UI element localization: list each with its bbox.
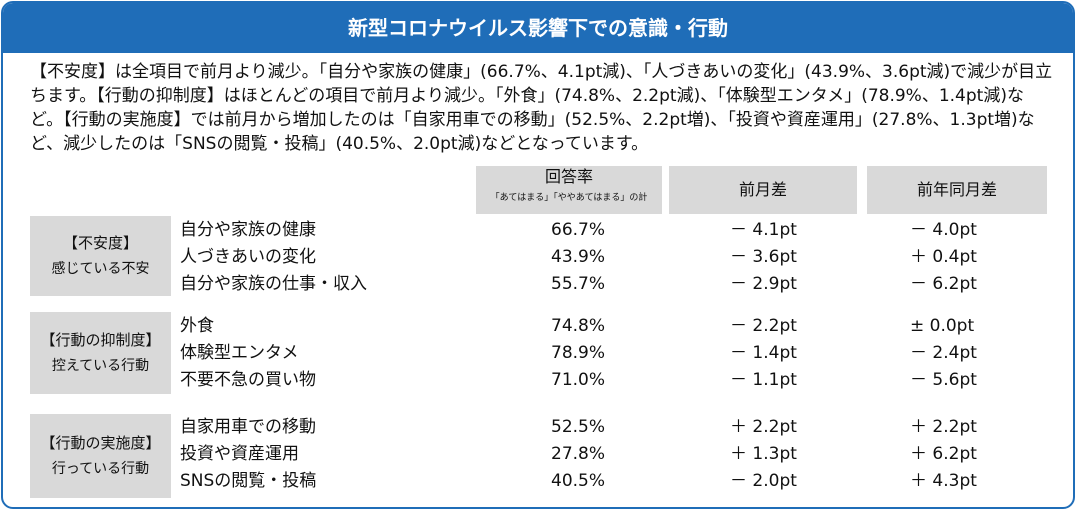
row-item: 自分や家族の仕事・収入: [180, 274, 367, 294]
row-yoy-diff: － 6.2pt: [910, 274, 977, 294]
table-row: 不要不急の買い物 71.0% － 1.1pt － 5.6pt: [0, 367, 1078, 394]
row-mom-diff: － 2.9pt: [730, 274, 797, 294]
row-mom-diff: － 2.2pt: [730, 316, 797, 336]
category-implementation: 【行動の実施度】 行っている行動: [30, 414, 171, 498]
column-header-rate-label: 回答率: [544, 167, 593, 186]
column-header-yoy: 前年同月差: [867, 166, 1047, 214]
row-mom-diff: ＋ 1.3pt: [730, 444, 797, 464]
column-header-mom-label: 前月差: [738, 180, 787, 199]
row-item: 人づきあいの変化: [180, 247, 316, 267]
row-yoy-diff: － 5.6pt: [910, 370, 977, 390]
row-yoy-diff: ± 0.0pt: [910, 316, 975, 336]
row-mom-diff: ＋ 2.2pt: [730, 417, 797, 437]
table-row: 体験型エンタメ 78.9% － 1.4pt － 2.4pt: [0, 340, 1078, 367]
row-item: 自家用車での移動: [180, 417, 316, 437]
row-item: 不要不急の買い物: [180, 370, 316, 390]
category-implementation-title: 【行動の実施度】: [40, 434, 161, 452]
row-item: 投資や資産運用: [180, 444, 299, 464]
table-row: 外食 74.8% － 2.2pt ± 0.0pt: [0, 313, 1078, 340]
category-restraint-title: 【行動の抑制度】: [40, 331, 161, 349]
row-item: 自分や家族の健康: [180, 220, 316, 240]
row-rate: 40.5%: [551, 471, 606, 491]
category-anxiety-subtitle: 感じている不安: [51, 261, 150, 277]
row-mom-diff: － 1.4pt: [730, 343, 797, 363]
category-restraint: 【行動の抑制度】 控えている行動: [30, 312, 171, 394]
row-mom-diff: － 3.6pt: [730, 247, 797, 267]
column-header-mom: 前月差: [669, 166, 857, 214]
table-row: 自分や家族の仕事・収入 55.7% － 2.9pt － 6.2pt: [0, 271, 1078, 298]
category-implementation-subtitle: 行っている行動: [51, 461, 150, 477]
category-anxiety: 【不安度】 感じている不安: [30, 216, 171, 296]
row-yoy-diff: ＋ 2.2pt: [910, 417, 977, 437]
table-row: 自分や家族の健康 66.7% － 4.1pt － 4.0pt: [0, 217, 1078, 244]
row-rate: 78.9%: [551, 343, 606, 363]
row-item: 体験型エンタメ: [180, 343, 299, 363]
panel-title: 新型コロナウイルス影響下での意識・行動: [3, 3, 1073, 53]
category-anxiety-title: 【不安度】: [62, 234, 138, 252]
row-rate: 71.0%: [551, 370, 606, 390]
row-yoy-diff: ＋ 6.2pt: [910, 444, 977, 464]
column-header-rate: 回答率 「あてはまる」「ややあてはまる」の計: [476, 166, 662, 214]
row-item: SNSの閲覧・投稿: [180, 471, 317, 491]
row-yoy-diff: ＋ 0.4pt: [910, 247, 977, 267]
row-rate: 52.5%: [551, 417, 606, 437]
row-yoy-diff: ＋ 4.3pt: [910, 471, 977, 491]
row-item: 外食: [180, 316, 214, 336]
row-rate: 74.8%: [551, 316, 606, 336]
table-row: SNSの閲覧・投稿 40.5% － 2.0pt ＋ 4.3pt: [0, 468, 1078, 495]
row-rate: 55.7%: [551, 274, 606, 294]
row-rate: 27.8%: [551, 444, 606, 464]
row-rate: 66.7%: [551, 220, 606, 240]
column-header-rate-note: 「あてはまる」「ややあてはまる」の計: [490, 193, 648, 203]
table-row: 自家用車での移動 52.5% ＋ 2.2pt ＋ 2.2pt: [0, 414, 1078, 441]
table-row: 投資や資産運用 27.8% ＋ 1.3pt ＋ 6.2pt: [0, 441, 1078, 468]
row-rate: 43.9%: [551, 247, 606, 267]
summary-text: 【不安度】は全項目で前月より減少。「自分や家族の健康」(66.7%、4.1pt減…: [30, 62, 1053, 154]
row-mom-diff: － 1.1pt: [730, 370, 797, 390]
row-mom-diff: － 4.1pt: [730, 220, 797, 240]
table-row: 人づきあいの変化 43.9% － 3.6pt ＋ 0.4pt: [0, 244, 1078, 271]
row-yoy-diff: － 2.4pt: [910, 343, 977, 363]
column-header-yoy-label: 前年同月差: [916, 180, 997, 199]
row-yoy-diff: － 4.0pt: [910, 220, 977, 240]
category-restraint-subtitle: 控えている行動: [51, 358, 150, 374]
row-mom-diff: － 2.0pt: [730, 471, 797, 491]
